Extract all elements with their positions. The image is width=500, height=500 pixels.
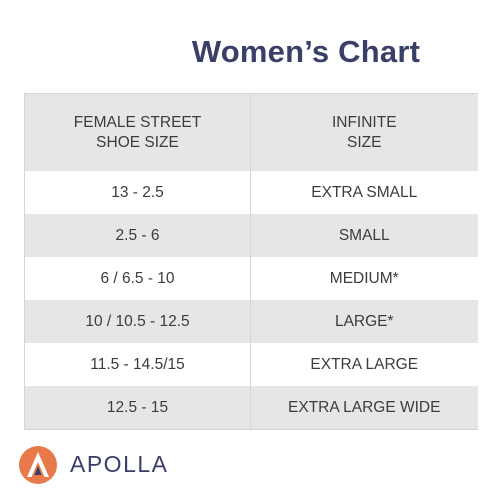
- header-col1-line2: SHOE SIZE: [96, 133, 179, 151]
- shoe-size-cell: 11.5 - 14.5/15: [24, 343, 251, 386]
- table-row: 13 - 2.5 EXTRA SMALL: [24, 171, 478, 214]
- infinite-size-cell: EXTRA LARGE: [250, 343, 478, 386]
- brand-name: APOLLA: [70, 451, 169, 477]
- header-col2-line1: INFINITE: [331, 113, 397, 131]
- infinite-size-cell: MEDIUM*: [250, 257, 478, 300]
- shoe-size-cell: 2.5 - 6: [24, 214, 251, 257]
- page-title: Women’s Chart: [191, 34, 421, 69]
- infinite-size-cell: EXTRA LARGE WIDE: [250, 386, 478, 430]
- header-infinite-size: INFINITE SIZE: [250, 93, 478, 171]
- table-row: 10 / 10.5 - 12.5 LARGE*: [24, 300, 478, 343]
- header-col2-line2: SIZE: [347, 133, 382, 151]
- infinite-size-cell: EXTRA SMALL: [250, 171, 478, 214]
- infinite-size-cell: LARGE*: [250, 300, 478, 343]
- header-female-street-shoe-size: FEMALE STREET SHOE SIZE: [24, 93, 251, 171]
- header-col1-line1: FEMALE STREET: [73, 113, 202, 131]
- infinite-size-cell: SMALL: [250, 214, 478, 257]
- table-row: 2.5 - 6 SMALL: [24, 214, 478, 257]
- shoe-size-cell: 13 - 2.5: [24, 171, 251, 214]
- table-row: 6 / 6.5 - 10 MEDIUM*: [24, 257, 478, 300]
- shoe-size-cell: 12.5 - 15: [24, 386, 251, 430]
- apolla-logo-icon: [19, 446, 57, 484]
- shoe-size-cell: 6 / 6.5 - 10: [24, 257, 251, 300]
- size-chart-table: FEMALE STREET SHOE SIZE INFINITE SIZE 13…: [24, 93, 478, 430]
- table-row: 12.5 - 15 EXTRA LARGE WIDE: [24, 386, 478, 430]
- shoe-size-cell: 10 / 10.5 - 12.5: [24, 300, 251, 343]
- table-row: 11.5 - 14.5/15 EXTRA LARGE: [24, 343, 478, 386]
- table-header-row: FEMALE STREET SHOE SIZE INFINITE SIZE: [24, 93, 478, 171]
